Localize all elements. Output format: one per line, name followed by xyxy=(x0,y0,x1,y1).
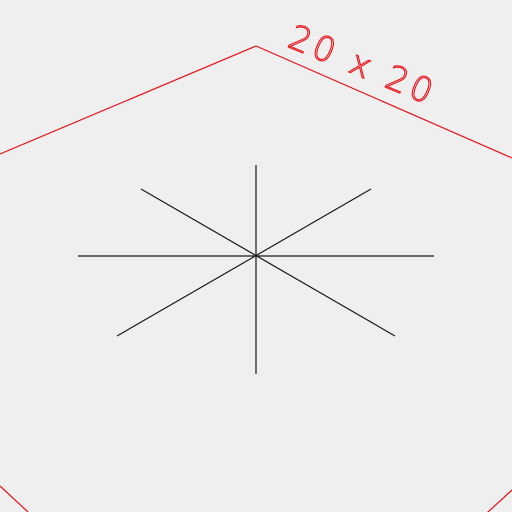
build-plate-size-label: 20 x 20 xyxy=(283,17,443,114)
build-plate-outline-top xyxy=(0,45,512,159)
marker-line-diagonal-b xyxy=(116,188,372,337)
origin-asterisk-icon xyxy=(78,165,434,374)
build-plate-outline-bottom-right xyxy=(487,489,512,512)
build-plate-outline-bottom-left xyxy=(0,485,29,512)
marker-line-diagonal-a xyxy=(140,188,396,337)
